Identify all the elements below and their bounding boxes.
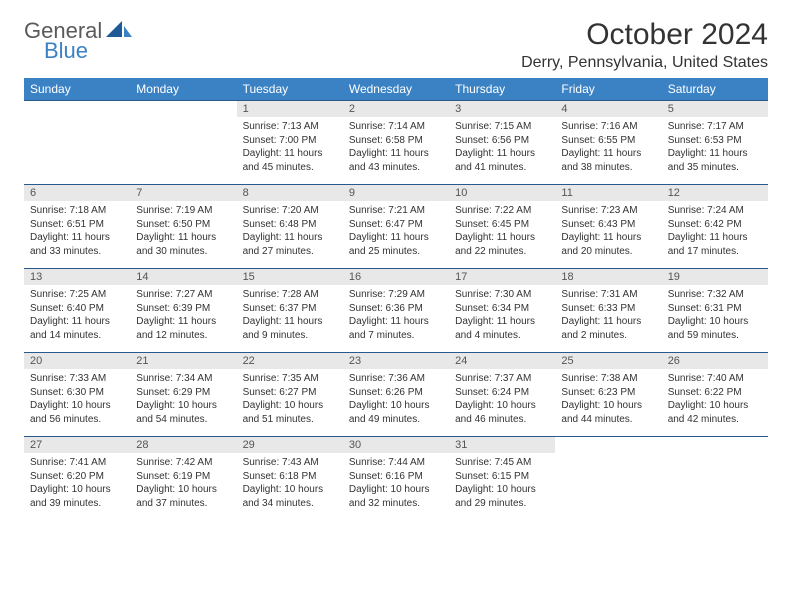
day-details-cell: Sunrise: 7:37 AMSunset: 6:24 PMDaylight:… xyxy=(449,369,555,437)
page-header: General Blue October 2024 Derry, Pennsyl… xyxy=(24,18,768,72)
day-details-cell: Sunrise: 7:14 AMSunset: 6:58 PMDaylight:… xyxy=(343,117,449,185)
day-number-cell: 8 xyxy=(237,185,343,202)
day-details-cell: Sunrise: 7:34 AMSunset: 6:29 PMDaylight:… xyxy=(130,369,236,437)
day-details-cell: Sunrise: 7:42 AMSunset: 6:19 PMDaylight:… xyxy=(130,453,236,520)
calendar-table: Sunday Monday Tuesday Wednesday Thursday… xyxy=(24,78,768,520)
day-details-cell: Sunrise: 7:35 AMSunset: 6:27 PMDaylight:… xyxy=(237,369,343,437)
day-number-cell: 20 xyxy=(24,353,130,370)
day-details-cell: Sunrise: 7:31 AMSunset: 6:33 PMDaylight:… xyxy=(555,285,661,353)
day-number-cell: 27 xyxy=(24,437,130,454)
day-number-cell xyxy=(130,101,236,118)
day-details-cell: Sunrise: 7:21 AMSunset: 6:47 PMDaylight:… xyxy=(343,201,449,269)
day-number-cell: 3 xyxy=(449,101,555,118)
logo: General Blue xyxy=(24,18,132,64)
day-number-cell: 19 xyxy=(662,269,768,286)
weekday-header: Thursday xyxy=(449,78,555,101)
day-number-cell: 18 xyxy=(555,269,661,286)
day-details-cell xyxy=(130,117,236,185)
weekday-header: Saturday xyxy=(662,78,768,101)
day-details-cell: Sunrise: 7:28 AMSunset: 6:37 PMDaylight:… xyxy=(237,285,343,353)
day-details-cell: Sunrise: 7:33 AMSunset: 6:30 PMDaylight:… xyxy=(24,369,130,437)
day-details-cell xyxy=(555,453,661,520)
day-number-cell: 22 xyxy=(237,353,343,370)
day-number-cell: 30 xyxy=(343,437,449,454)
day-number-cell: 17 xyxy=(449,269,555,286)
day-details-cell: Sunrise: 7:17 AMSunset: 6:53 PMDaylight:… xyxy=(662,117,768,185)
day-details-cell: Sunrise: 7:23 AMSunset: 6:43 PMDaylight:… xyxy=(555,201,661,269)
day-details-cell: Sunrise: 7:15 AMSunset: 6:56 PMDaylight:… xyxy=(449,117,555,185)
day-details-cell: Sunrise: 7:36 AMSunset: 6:26 PMDaylight:… xyxy=(343,369,449,437)
day-number-cell xyxy=(555,437,661,454)
day-details-cell: Sunrise: 7:41 AMSunset: 6:20 PMDaylight:… xyxy=(24,453,130,520)
day-number-cell: 25 xyxy=(555,353,661,370)
day-details-cell: Sunrise: 7:44 AMSunset: 6:16 PMDaylight:… xyxy=(343,453,449,520)
day-number-cell: 21 xyxy=(130,353,236,370)
day-details-cell: Sunrise: 7:30 AMSunset: 6:34 PMDaylight:… xyxy=(449,285,555,353)
day-details-cell: Sunrise: 7:13 AMSunset: 7:00 PMDaylight:… xyxy=(237,117,343,185)
day-details-cell: Sunrise: 7:38 AMSunset: 6:23 PMDaylight:… xyxy=(555,369,661,437)
day-details-cell: Sunrise: 7:27 AMSunset: 6:39 PMDaylight:… xyxy=(130,285,236,353)
daynum-row: 6789101112 xyxy=(24,185,768,202)
day-details-cell: Sunrise: 7:24 AMSunset: 6:42 PMDaylight:… xyxy=(662,201,768,269)
daynum-row: 13141516171819 xyxy=(24,269,768,286)
day-details-cell: Sunrise: 7:19 AMSunset: 6:50 PMDaylight:… xyxy=(130,201,236,269)
day-number-cell: 26 xyxy=(662,353,768,370)
day-number-cell: 1 xyxy=(237,101,343,118)
day-number-cell: 4 xyxy=(555,101,661,118)
weekday-header: Sunday xyxy=(24,78,130,101)
weekday-header: Friday xyxy=(555,78,661,101)
day-details-cell: Sunrise: 7:43 AMSunset: 6:18 PMDaylight:… xyxy=(237,453,343,520)
day-number-cell: 5 xyxy=(662,101,768,118)
weekday-header: Wednesday xyxy=(343,78,449,101)
daynum-row: 2728293031 xyxy=(24,437,768,454)
day-number-cell: 14 xyxy=(130,269,236,286)
day-details-cell: Sunrise: 7:29 AMSunset: 6:36 PMDaylight:… xyxy=(343,285,449,353)
day-number-cell: 2 xyxy=(343,101,449,118)
day-details-cell: Sunrise: 7:18 AMSunset: 6:51 PMDaylight:… xyxy=(24,201,130,269)
day-details-cell: Sunrise: 7:45 AMSunset: 6:15 PMDaylight:… xyxy=(449,453,555,520)
day-number-cell: 13 xyxy=(24,269,130,286)
day-details-cell: Sunrise: 7:40 AMSunset: 6:22 PMDaylight:… xyxy=(662,369,768,437)
day-number-cell: 24 xyxy=(449,353,555,370)
day-number-cell: 16 xyxy=(343,269,449,286)
day-number-cell: 15 xyxy=(237,269,343,286)
day-details-cell: Sunrise: 7:25 AMSunset: 6:40 PMDaylight:… xyxy=(24,285,130,353)
logo-text-blue: Blue xyxy=(44,38,88,64)
weekday-header-row: Sunday Monday Tuesday Wednesday Thursday… xyxy=(24,78,768,101)
day-details-cell: Sunrise: 7:22 AMSunset: 6:45 PMDaylight:… xyxy=(449,201,555,269)
day-details-cell: Sunrise: 7:16 AMSunset: 6:55 PMDaylight:… xyxy=(555,117,661,185)
day-details-cell: Sunrise: 7:32 AMSunset: 6:31 PMDaylight:… xyxy=(662,285,768,353)
weekday-header: Tuesday xyxy=(237,78,343,101)
day-number-cell: 12 xyxy=(662,185,768,202)
month-title: October 2024 xyxy=(521,18,768,52)
details-row: Sunrise: 7:13 AMSunset: 7:00 PMDaylight:… xyxy=(24,117,768,185)
day-number-cell: 6 xyxy=(24,185,130,202)
daynum-row: 12345 xyxy=(24,101,768,118)
day-number-cell xyxy=(24,101,130,118)
logo-sail-icon xyxy=(106,18,132,44)
details-row: Sunrise: 7:25 AMSunset: 6:40 PMDaylight:… xyxy=(24,285,768,353)
weekday-header: Monday xyxy=(130,78,236,101)
day-number-cell: 10 xyxy=(449,185,555,202)
location-text: Derry, Pennsylvania, United States xyxy=(521,54,768,72)
daynum-row: 20212223242526 xyxy=(24,353,768,370)
day-number-cell: 9 xyxy=(343,185,449,202)
day-number-cell: 29 xyxy=(237,437,343,454)
details-row: Sunrise: 7:33 AMSunset: 6:30 PMDaylight:… xyxy=(24,369,768,437)
day-number-cell: 28 xyxy=(130,437,236,454)
details-row: Sunrise: 7:18 AMSunset: 6:51 PMDaylight:… xyxy=(24,201,768,269)
title-block: October 2024 Derry, Pennsylvania, United… xyxy=(521,18,768,72)
details-row: Sunrise: 7:41 AMSunset: 6:20 PMDaylight:… xyxy=(24,453,768,520)
day-number-cell: 23 xyxy=(343,353,449,370)
day-number-cell: 11 xyxy=(555,185,661,202)
day-number-cell: 31 xyxy=(449,437,555,454)
day-number-cell: 7 xyxy=(130,185,236,202)
day-details-cell xyxy=(662,453,768,520)
day-details-cell: Sunrise: 7:20 AMSunset: 6:48 PMDaylight:… xyxy=(237,201,343,269)
day-details-cell xyxy=(24,117,130,185)
day-number-cell xyxy=(662,437,768,454)
